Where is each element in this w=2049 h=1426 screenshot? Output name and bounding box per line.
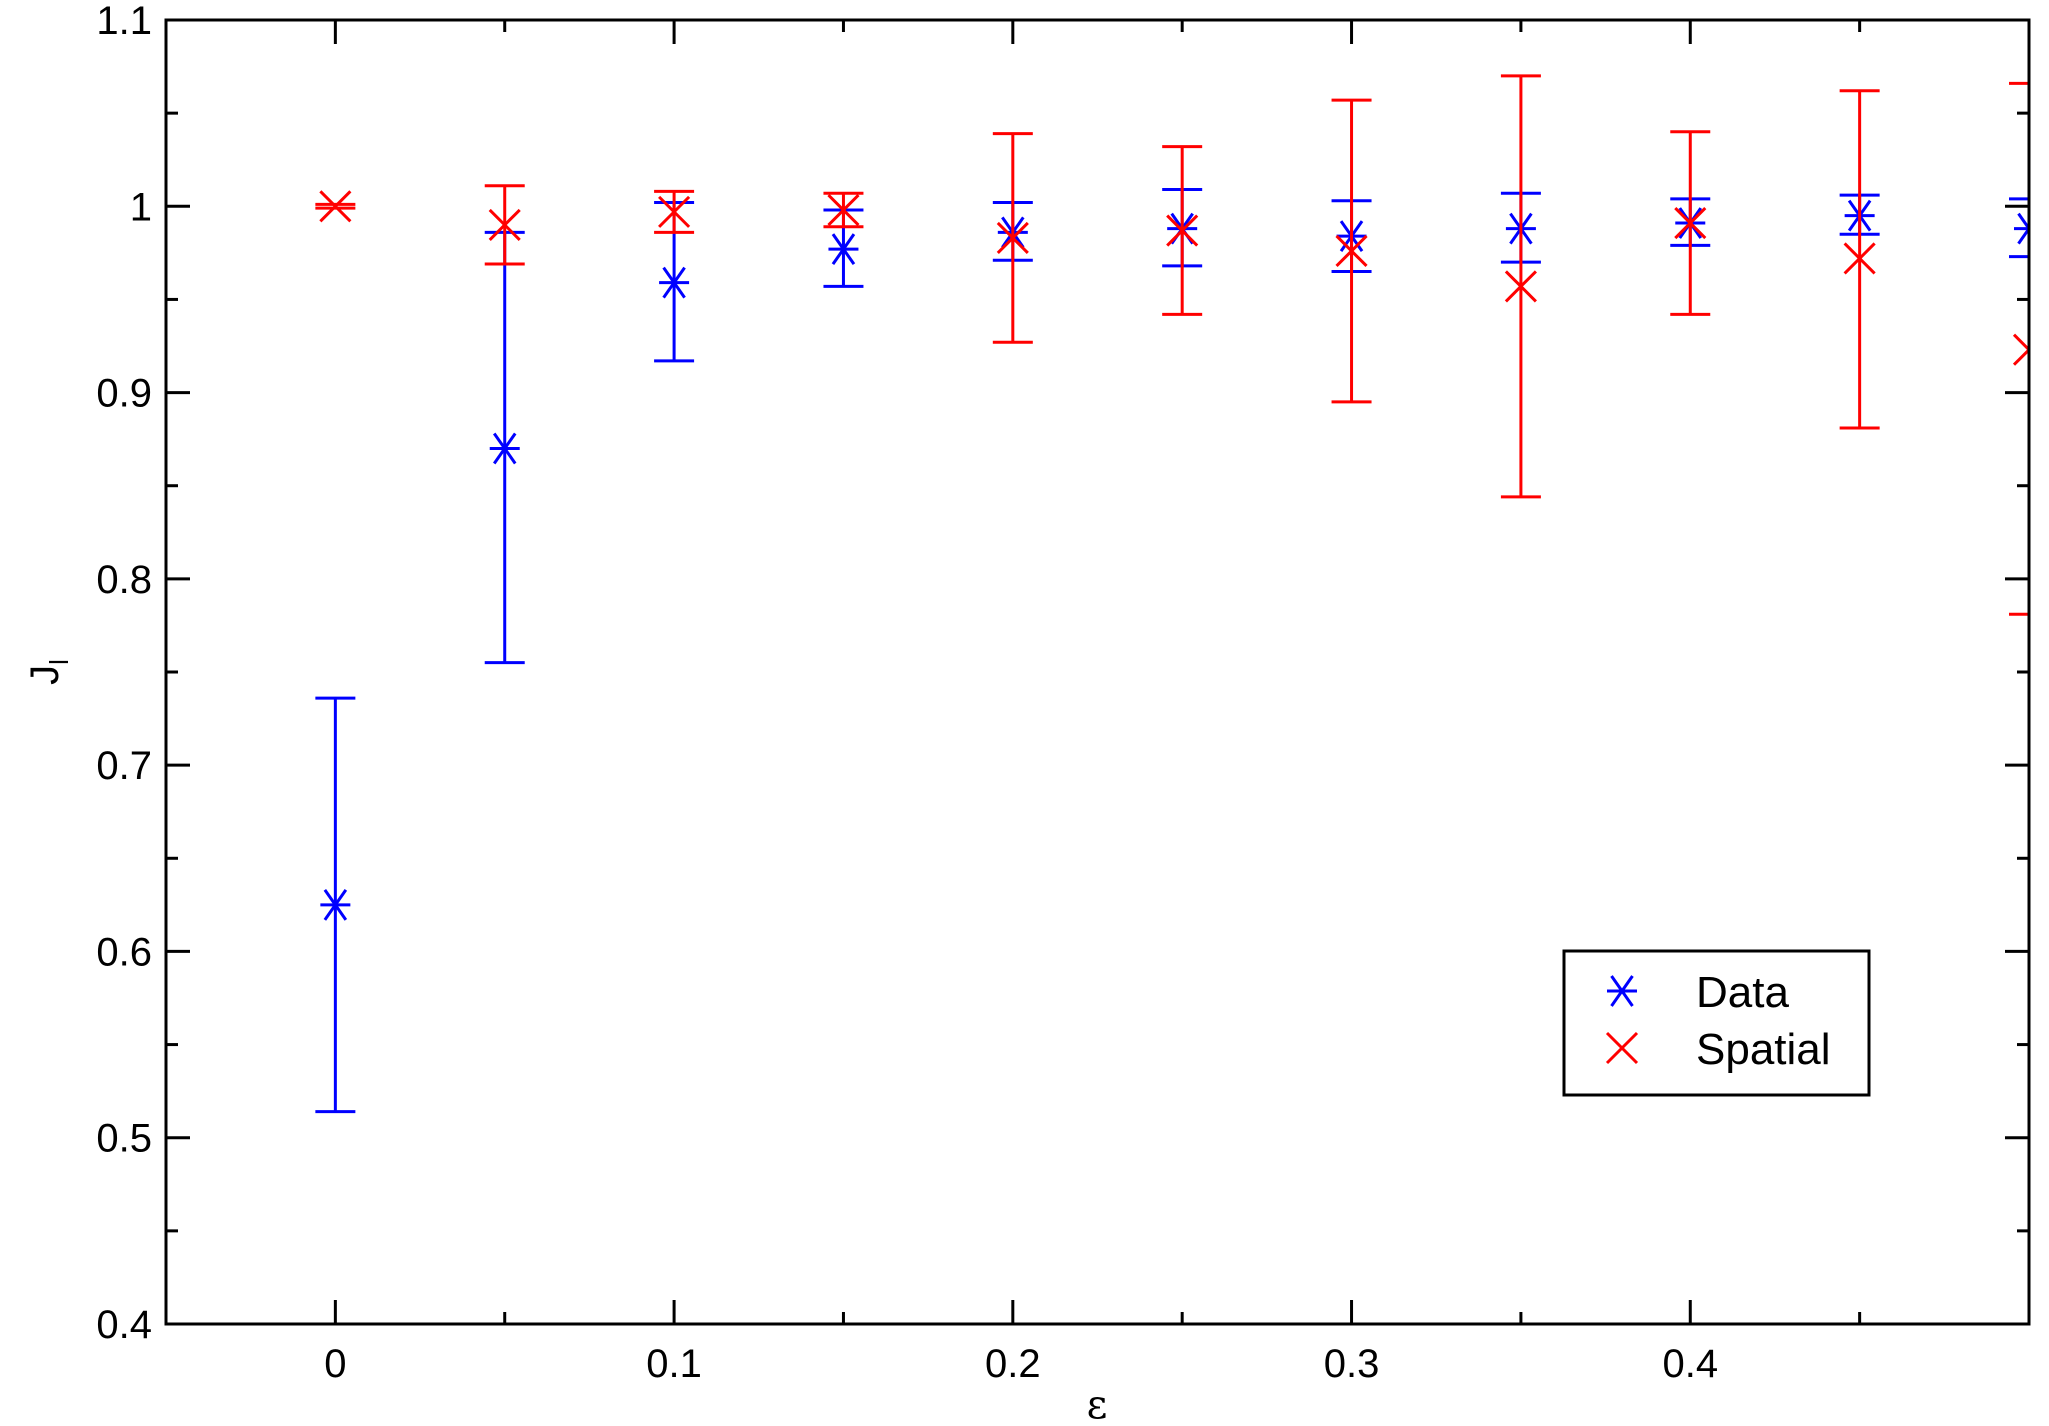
- axes: 0 0.1 0.2 0.3 0.4 0.4 0.5 0.6 0.7 0.8 0.9 1 1.1: [96, 0, 2031, 1386]
- legend-label: Spatial: [1696, 1025, 1831, 1074]
- svg-text:Jl: Jl: [23, 659, 74, 685]
- y-tick-label: 0.7: [96, 744, 152, 788]
- y-tick-label: 0.9: [96, 372, 152, 416]
- data-point: [1166, 214, 1199, 247]
- y-axis-label: J: [23, 665, 67, 685]
- y-tick-label: 1: [130, 185, 152, 229]
- error-bar: [2009, 81, 2029, 616]
- data-point: [2014, 212, 2029, 245]
- legend-label: Data: [1696, 968, 1789, 1017]
- y-tick-label: 0.6: [96, 930, 152, 974]
- y-axis-label-subscript: l: [44, 659, 74, 665]
- x-tick-label: 0: [324, 1342, 346, 1386]
- legend-entry: Data: [1607, 968, 1789, 1017]
- x-tick-label: 0.1: [646, 1342, 702, 1386]
- data-point: [827, 193, 860, 227]
- data-point: [658, 195, 691, 228]
- x-axis-label: ε: [1087, 1382, 1108, 1426]
- y-axis-label-group: Jl: [23, 659, 74, 685]
- legend-box: [1562, 949, 1871, 1097]
- plot-area: [315, 74, 2029, 1114]
- legend-marker: [1605, 1031, 1639, 1065]
- error-bar: [2009, 197, 2029, 259]
- data-point: [1843, 242, 1876, 275]
- y-tick-label: 0.4: [96, 1303, 152, 1347]
- data-point: [319, 190, 352, 223]
- data-point: [996, 221, 1029, 255]
- legend: Data Spatial: [1562, 949, 1871, 1097]
- data-point: [1504, 270, 1537, 303]
- legend-entry: Spatial: [1605, 1025, 1831, 1074]
- x-tick-label: 0.4: [1662, 1342, 1718, 1386]
- y-tick-label: 1.1: [96, 0, 152, 43]
- series-spatial: [315, 74, 2029, 616]
- data-point: [828, 233, 859, 265]
- y-tick-label: 0.8: [96, 558, 152, 602]
- y-tick-label: 0.5: [96, 1117, 152, 1161]
- data-point: [1674, 206, 1707, 240]
- x-tick-label: 0.2: [985, 1342, 1041, 1386]
- data-point: [2012, 333, 2029, 366]
- legend-marker: [1607, 975, 1637, 1007]
- data-point: [1335, 234, 1368, 268]
- x-tick-label: 0.3: [1324, 1342, 1380, 1386]
- data-point: [488, 208, 521, 241]
- data-point: [489, 432, 520, 465]
- data-point: [320, 888, 351, 921]
- data-point: [659, 266, 690, 299]
